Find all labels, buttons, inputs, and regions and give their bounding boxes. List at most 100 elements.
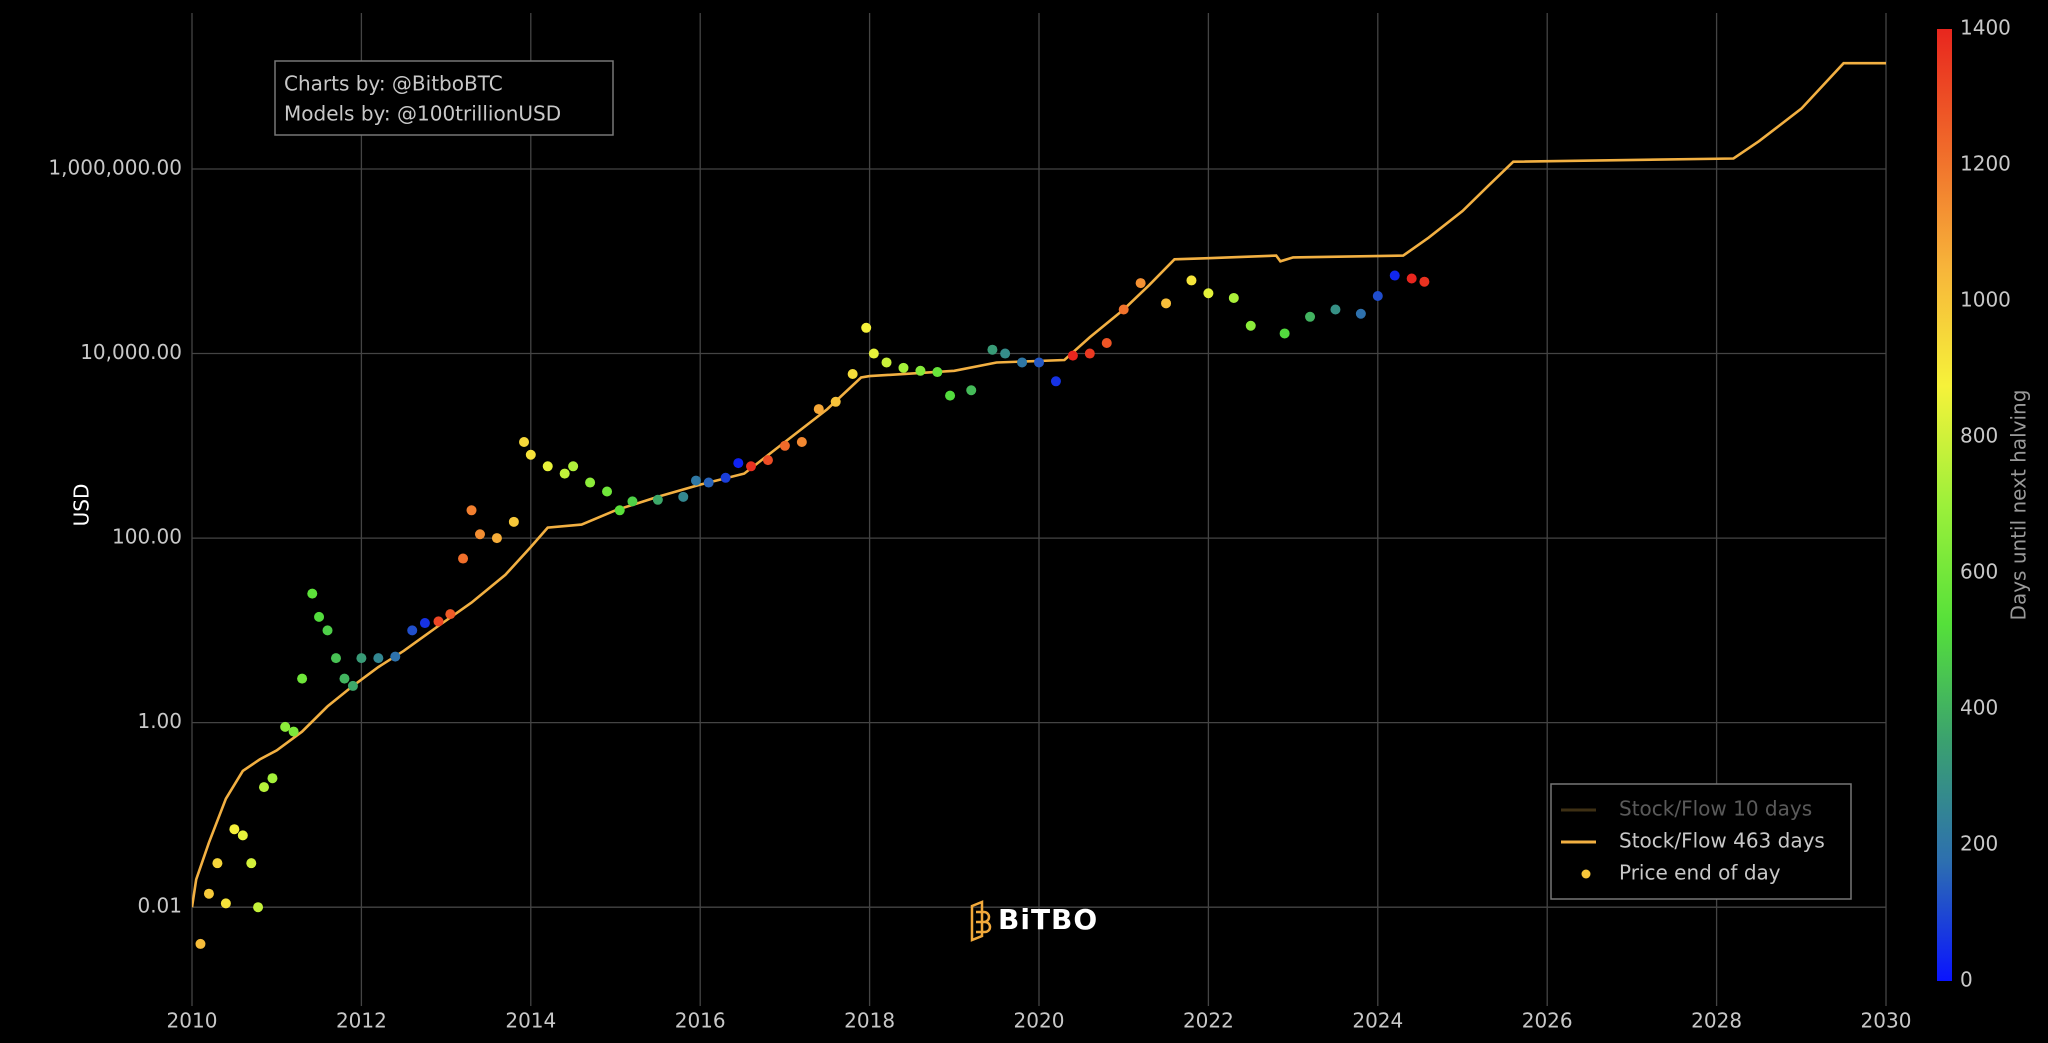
- colorbar-tick-label: 1400: [1960, 16, 2011, 40]
- price-point: [720, 472, 731, 483]
- price-point: [542, 461, 553, 472]
- price-point: [1305, 311, 1316, 322]
- price-point: [491, 533, 502, 544]
- legend-label: Stock/Flow 10 days: [1619, 797, 1812, 821]
- x-tick-label: 2012: [336, 1009, 387, 1033]
- price-point: [1101, 338, 1112, 349]
- price-point: [519, 436, 530, 447]
- price-point: [932, 367, 943, 378]
- price-point: [419, 618, 430, 629]
- price-point: [1372, 291, 1383, 302]
- price-point: [212, 858, 223, 869]
- price-point: [746, 461, 757, 472]
- price-point: [779, 440, 790, 451]
- price-point: [280, 721, 291, 732]
- price-point: [1330, 304, 1341, 315]
- colorbar-tick-label: 1200: [1960, 152, 2011, 176]
- price-point: [445, 609, 456, 620]
- price-point: [373, 653, 384, 664]
- colorbar-tick-label: 400: [1960, 696, 1998, 720]
- price-point: [1118, 304, 1129, 315]
- legend: Stock/Flow 10 days Stock/Flow 463 days Pri…: [1550, 783, 1852, 900]
- price-point: [847, 369, 858, 380]
- legend-entry[interactable]: Stock/Flow 463 days: [1561, 829, 1825, 853]
- price-point: [229, 824, 240, 835]
- price-point: [1050, 376, 1061, 387]
- price-point: [585, 477, 596, 488]
- legend-entry[interactable]: Price end of day: [1581, 861, 1781, 885]
- y-tick-label: 0.01: [137, 894, 182, 918]
- colorbar-tick-label: 600: [1960, 560, 1998, 584]
- price-point: [1406, 273, 1417, 284]
- price-point: [627, 496, 638, 507]
- price-point: [220, 898, 231, 909]
- y-tick-label: 1,000,000.00: [48, 155, 182, 179]
- x-tick-label: 2028: [1691, 1009, 1742, 1033]
- x-tick-label: 2016: [675, 1009, 726, 1033]
- x-tick-label: 2026: [1522, 1009, 1573, 1033]
- price-point: [898, 362, 909, 373]
- price-point: [652, 494, 663, 505]
- price-point: [690, 475, 701, 486]
- price-point: [945, 390, 956, 401]
- price-point: [258, 782, 269, 793]
- colorbar-tick-label: 1000: [1960, 288, 2011, 312]
- price-point: [733, 458, 744, 469]
- price-point: [466, 505, 477, 516]
- annotation-box: [274, 60, 614, 136]
- price-point: [1034, 357, 1044, 368]
- legend-entry[interactable]: Stock/Flow 10 days: [1561, 797, 1812, 821]
- price-point: [915, 365, 926, 376]
- price-point: [253, 902, 264, 913]
- price-point: [1186, 275, 1197, 286]
- legend-swatch: [1581, 869, 1591, 879]
- price-point: [297, 673, 308, 684]
- colorbar-tick-label: 0: [1960, 968, 1973, 992]
- price-point: [508, 516, 519, 527]
- price-point: [881, 357, 892, 368]
- price-point: [203, 888, 214, 899]
- y-axis-title: USD: [70, 484, 94, 527]
- price-point: [796, 436, 807, 447]
- price-point: [339, 673, 350, 684]
- colorbar-tick-label: 200: [1960, 832, 1998, 856]
- price-point: [614, 505, 625, 516]
- price-point: [314, 611, 325, 622]
- plot-area: [192, 61, 1886, 949]
- price-point: [356, 653, 367, 664]
- price-point: [322, 625, 333, 636]
- colorbar-tick-label: 800: [1960, 424, 1998, 448]
- price-point: [678, 491, 689, 502]
- price-point: [390, 651, 401, 662]
- logo-text: BiTBO: [998, 903, 1098, 936]
- price-point: [458, 553, 469, 564]
- price-point: [602, 486, 613, 497]
- model-line: [192, 61, 1886, 908]
- price-point: [195, 938, 206, 949]
- price-point: [868, 348, 879, 359]
- price-point: [813, 404, 824, 415]
- legend-label: Price end of day: [1619, 861, 1781, 885]
- axes: 2010 2012 2014 2016 2018 2020 2022 2024 2026 2028…: [48, 155, 1911, 1032]
- price-point: [288, 726, 299, 737]
- price-point: [861, 322, 872, 333]
- y-tick-label: 10,000.00: [80, 340, 182, 364]
- price-point: [246, 858, 257, 869]
- price-point: [559, 468, 570, 479]
- price-point: [433, 616, 444, 627]
- price-point: [762, 455, 773, 466]
- price-point: [1084, 348, 1095, 359]
- annotation-text: Models by: @100trillionUSD: [284, 102, 561, 126]
- price-point: [1355, 308, 1366, 319]
- annotation-text: Charts by: @BitboBTC: [284, 72, 503, 96]
- price-point: [1135, 278, 1146, 289]
- logo-icon: [970, 900, 992, 942]
- price-point: [474, 529, 485, 540]
- price-point: [1245, 320, 1256, 331]
- price-point: [1419, 276, 1430, 287]
- y-tick-label: 1.00: [137, 709, 182, 733]
- colorbar-scale: [1937, 29, 1952, 981]
- price-point: [1067, 350, 1078, 361]
